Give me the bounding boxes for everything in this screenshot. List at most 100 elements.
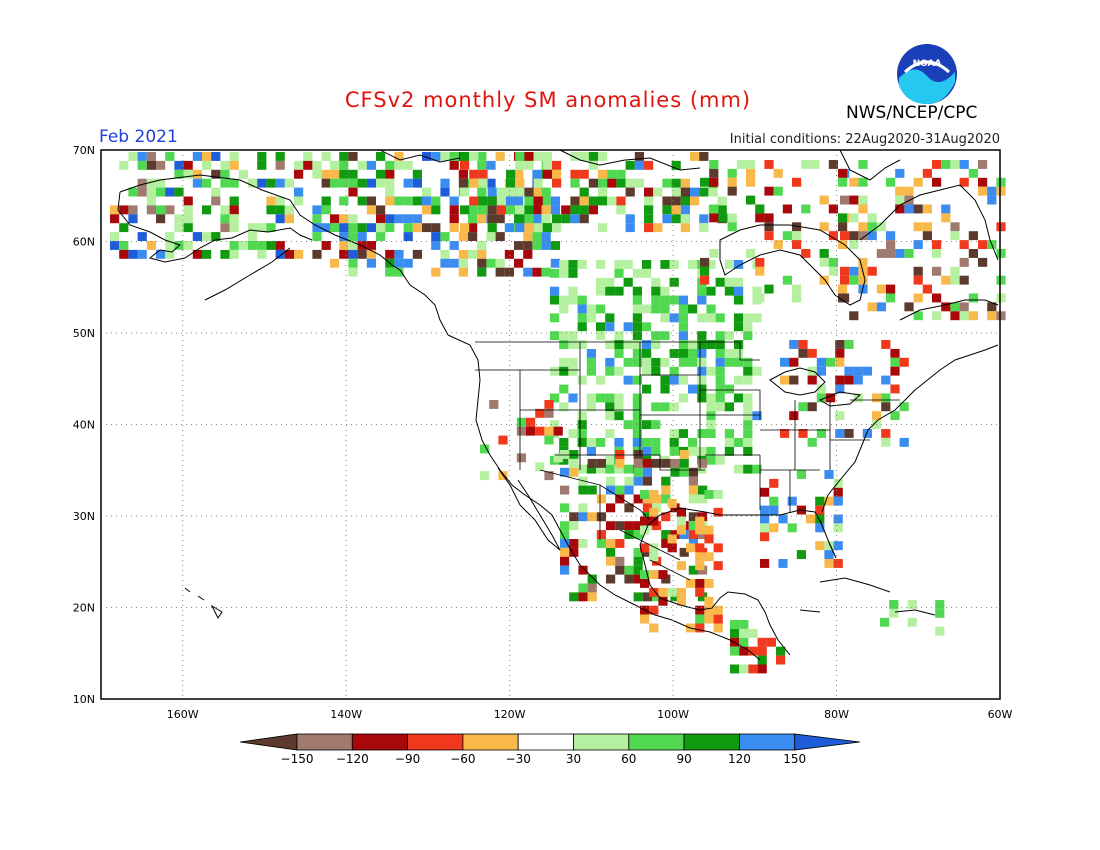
anomaly-cell <box>706 411 716 421</box>
anomaly-cell <box>669 438 679 447</box>
anomaly-cell <box>422 187 432 197</box>
anomaly-cell <box>907 617 917 627</box>
anomaly-cell <box>357 241 367 250</box>
anomaly-cell <box>458 232 468 241</box>
anomaly-cell <box>913 293 923 303</box>
anomaly-cell <box>568 331 578 341</box>
anomaly-cell <box>649 490 659 499</box>
anomaly-cell <box>697 393 707 403</box>
anomaly-cell <box>667 543 677 553</box>
anomaly-cell <box>526 426 536 436</box>
anomaly-cell <box>275 178 285 188</box>
anomaly-cell <box>752 260 762 269</box>
anomaly-cell <box>568 295 578 305</box>
anomaly-cell <box>713 490 723 499</box>
anomaly-cell <box>366 258 376 268</box>
anomaly-cell <box>616 178 626 188</box>
anomaly-cell <box>743 429 753 438</box>
anomaly-cell <box>596 277 606 287</box>
lon-tick-label: 160W <box>167 708 199 721</box>
anomaly-cell <box>698 521 708 531</box>
anomaly-cell <box>642 458 652 468</box>
anomaly-cell <box>568 268 578 278</box>
anomaly-cell <box>605 464 615 474</box>
anomaly-cell <box>623 375 633 385</box>
anomaly-cell <box>651 286 661 296</box>
anomaly-cell <box>941 213 951 223</box>
anomaly-cell <box>385 214 395 224</box>
anomaly-cell <box>275 214 285 224</box>
anomaly-cell <box>715 331 725 341</box>
anomaly-cell <box>632 429 642 438</box>
anomaly-cell <box>867 266 877 276</box>
anomaly-cell <box>541 205 551 215</box>
anomaly-cell <box>634 178 644 188</box>
anomaly-cell <box>757 655 767 665</box>
anomaly-cell <box>119 241 129 250</box>
anomaly-cell <box>577 340 587 349</box>
anomaly-cell <box>480 444 490 454</box>
anomaly-cell <box>110 205 120 215</box>
anomaly-cell <box>792 177 802 187</box>
anomaly-cell <box>706 340 716 349</box>
anomaly-cell <box>220 223 230 233</box>
anomaly-cell <box>743 446 753 456</box>
anomaly-cell <box>651 366 661 376</box>
legend-swatch <box>407 733 464 751</box>
anomaly-cell <box>872 420 882 429</box>
anomaly-cell <box>586 313 596 323</box>
anomaly-cell <box>715 366 725 376</box>
anomaly-cell <box>632 313 642 323</box>
anomaly-cell <box>192 178 202 188</box>
anomaly-cell <box>886 249 896 258</box>
lon-tick-label: 60W <box>988 708 1013 721</box>
anomaly-cell <box>294 187 304 197</box>
anomaly-cell <box>266 196 276 206</box>
anomaly-cell <box>248 241 258 250</box>
anomaly-cell <box>807 375 817 385</box>
anomaly-cell <box>550 331 560 341</box>
anomaly-cell <box>968 168 978 178</box>
anomaly-cell <box>889 600 899 609</box>
anomaly-cell <box>266 241 276 250</box>
anomaly-cell <box>886 231 896 241</box>
anomaly-cell <box>890 384 900 394</box>
anomaly-cell <box>996 222 1006 232</box>
anomaly-cell <box>606 503 616 513</box>
anomaly-cell <box>727 222 737 232</box>
lat-tick-label: 30N <box>73 510 95 523</box>
anomaly-cell <box>561 205 571 215</box>
anomaly-cell <box>815 505 825 515</box>
graticule <box>101 150 1000 699</box>
anomaly-cell <box>667 534 677 544</box>
anomaly-cell <box>688 384 698 394</box>
anomaly-cell <box>552 178 562 188</box>
anomaly-cell <box>704 605 714 615</box>
anomaly-cell <box>632 268 642 278</box>
anomaly-cell <box>713 543 723 553</box>
anomaly-cell <box>634 152 644 161</box>
legend-swatch <box>683 733 740 751</box>
anomaly-cell <box>838 240 848 249</box>
anomaly-cell <box>523 267 533 277</box>
anomaly-cell <box>605 402 615 412</box>
anomaly-cell <box>422 223 432 233</box>
anomaly-cell <box>734 340 744 349</box>
anomaly-cell <box>614 455 624 465</box>
anomaly-cell <box>661 476 671 486</box>
anomaly-cell <box>568 357 578 367</box>
anomaly-cell <box>569 512 579 522</box>
anomaly-cell <box>625 160 635 170</box>
anomaly-cell <box>339 152 349 161</box>
valid-month-label: Feb 2021 <box>99 127 178 147</box>
anomaly-cell <box>697 455 707 465</box>
anomaly-cell <box>661 574 671 584</box>
anomaly-cell <box>676 596 686 606</box>
anomaly-cell <box>449 196 459 206</box>
anomaly-cell <box>734 357 744 367</box>
anomaly-cell <box>652 556 662 566</box>
anomaly-cell <box>709 249 719 258</box>
anomaly-cell <box>577 429 587 438</box>
anomaly-cell <box>477 160 487 170</box>
anomaly-cell <box>642 438 652 447</box>
